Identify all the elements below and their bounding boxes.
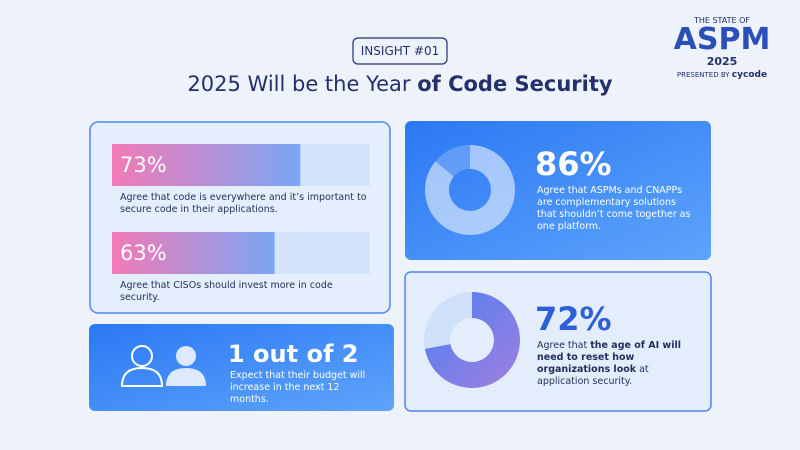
donut-rest: [435, 145, 470, 177]
logo-name: ASPM: [673, 22, 771, 57]
ratio-text: Expect that their budget will increase i…: [230, 370, 366, 405]
logo-year: 2025: [706, 55, 738, 68]
bar: [112, 232, 275, 274]
person-icon: [166, 346, 206, 386]
badge-border: [352, 37, 448, 65]
stat-value: 86%: [535, 145, 612, 183]
stat-value: 72%: [535, 300, 612, 338]
ratio-card: [89, 324, 394, 411]
logo-brand: cycode: [731, 70, 768, 80]
logo-line: THE STATE OF: [693, 16, 751, 25]
text-part: Agree that: [537, 340, 591, 351]
title-text: 2025 Will be the Year: [187, 72, 411, 96]
title-bold: of Code Security: [417, 72, 613, 96]
text-bold: the age of AI will need to reset how org…: [537, 340, 681, 375]
logo: THE STATE OF ASPM 2025 PRESENTED BY cyco…: [672, 16, 772, 80]
bar-label: 73%: [120, 153, 167, 177]
text-part: at application security.: [537, 364, 649, 387]
donut-arc: [424, 292, 520, 389]
donut-rest: [423, 292, 472, 349]
person-icon: [120, 345, 164, 387]
bar: [112, 144, 301, 186]
donut-arc: [425, 145, 516, 235]
bar-label: 63%: [120, 241, 167, 265]
logo-presented: PRESENTED BY: [676, 71, 730, 79]
stat-text: Agree that CISOs should invest more in c…: [120, 280, 333, 303]
ratio-label: 1 out of 2: [228, 340, 359, 368]
title: 2025 Will be the Year of Code Security: [0, 72, 800, 96]
stat-text: Agree that the age of AI will need to re…: [537, 340, 697, 388]
stat-text: Agree that ASPMs and CNAPPs are compleme…: [537, 185, 691, 232]
stat-text: Agree that code is everywhere and it’s i…: [120, 192, 367, 215]
badge: INSIGHT #01: [360, 44, 440, 58]
